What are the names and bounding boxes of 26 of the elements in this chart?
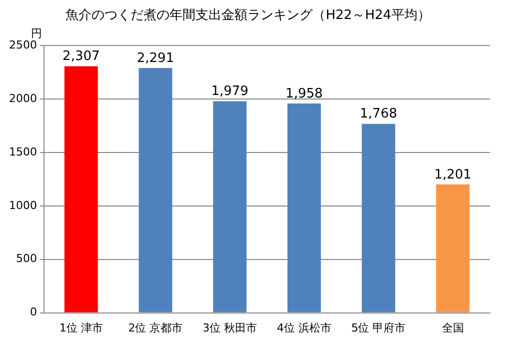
bar [213, 101, 247, 312]
x-tick-label: 5位 甲府市 [351, 321, 406, 334]
bar [436, 184, 470, 312]
y-tick-label: 2500 [8, 38, 37, 52]
x-tick-label: 2位 京都市 [128, 321, 183, 334]
data-label: 2,291 [136, 50, 174, 66]
y-axis-title: 円 [30, 26, 42, 40]
y-tick-label: 1500 [8, 145, 37, 158]
data-label: 1,958 [286, 86, 323, 102]
bar [287, 104, 321, 312]
x-tick-label: 全国 [442, 321, 464, 334]
x-tick-label: 1位 津市 [59, 321, 103, 334]
bar [64, 66, 98, 312]
y-tick-label: 2000 [8, 92, 37, 105]
x-tick-label: 3位 秋田市 [202, 321, 258, 334]
x-tick-label: 4位 浜松市 [276, 321, 332, 334]
bar [138, 68, 172, 312]
y-tick-label: 0 [30, 306, 37, 319]
bar [362, 124, 396, 312]
data-label: 1,979 [211, 84, 248, 100]
data-label: 1,768 [360, 106, 398, 122]
data-label: 1,201 [434, 167, 472, 182]
data-label: 2,307 [62, 49, 100, 64]
y-tick-label: 500 [16, 252, 37, 266]
y-tick-label: 1000 [8, 198, 37, 212]
chart-title: 魚介のつくだ煮の年間支出金額ランキング（H22～H24平均） [66, 8, 430, 24]
